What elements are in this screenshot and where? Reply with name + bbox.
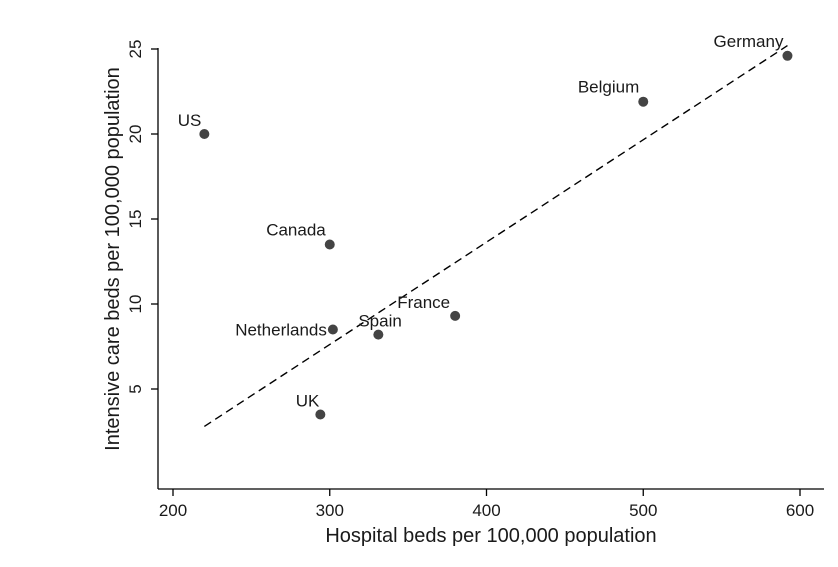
x-tick-label: 500	[629, 501, 657, 520]
data-point-uk	[315, 409, 326, 420]
y-tick-label: 15	[126, 210, 145, 229]
point-label-spain: Spain	[358, 312, 401, 331]
point-label-germany: Germany	[714, 32, 784, 51]
x-tick-label: 300	[316, 501, 344, 520]
y-axis-ticks: 5 10 15 20 25	[126, 40, 158, 394]
data-point-canada	[324, 239, 335, 250]
x-tick-label: 400	[472, 501, 500, 520]
x-axis-ticks: 200 300 400 500 600	[159, 489, 814, 520]
data-point-us	[199, 129, 210, 139]
chart-background	[75, 11, 838, 567]
y-axis-title: Intensive care beds per 100,000 populati…	[102, 67, 124, 451]
point-label-canada: Canada	[266, 221, 326, 240]
point-label-us: US	[178, 111, 202, 130]
x-tick-label: 600	[786, 501, 814, 520]
x-tick-label: 200	[159, 501, 187, 520]
y-tick-label: 25	[126, 40, 145, 59]
data-point-spain	[373, 329, 384, 340]
point-label-netherlands: Netherlands	[235, 321, 327, 340]
data-point-france	[450, 310, 461, 321]
point-label-france: France	[397, 293, 450, 312]
data-point-belgium	[638, 96, 649, 107]
y-tick-label: 5	[126, 384, 145, 393]
point-label-belgium: Belgium	[578, 78, 639, 97]
data-point-netherlands	[327, 324, 338, 335]
y-tick-label: 10	[126, 295, 145, 314]
y-tick-label: 20	[126, 125, 145, 144]
point-label-uk: UK	[296, 392, 320, 411]
x-axis-title: Hospital beds per 100,000 population	[325, 525, 656, 547]
data-point-germany	[782, 50, 793, 61]
